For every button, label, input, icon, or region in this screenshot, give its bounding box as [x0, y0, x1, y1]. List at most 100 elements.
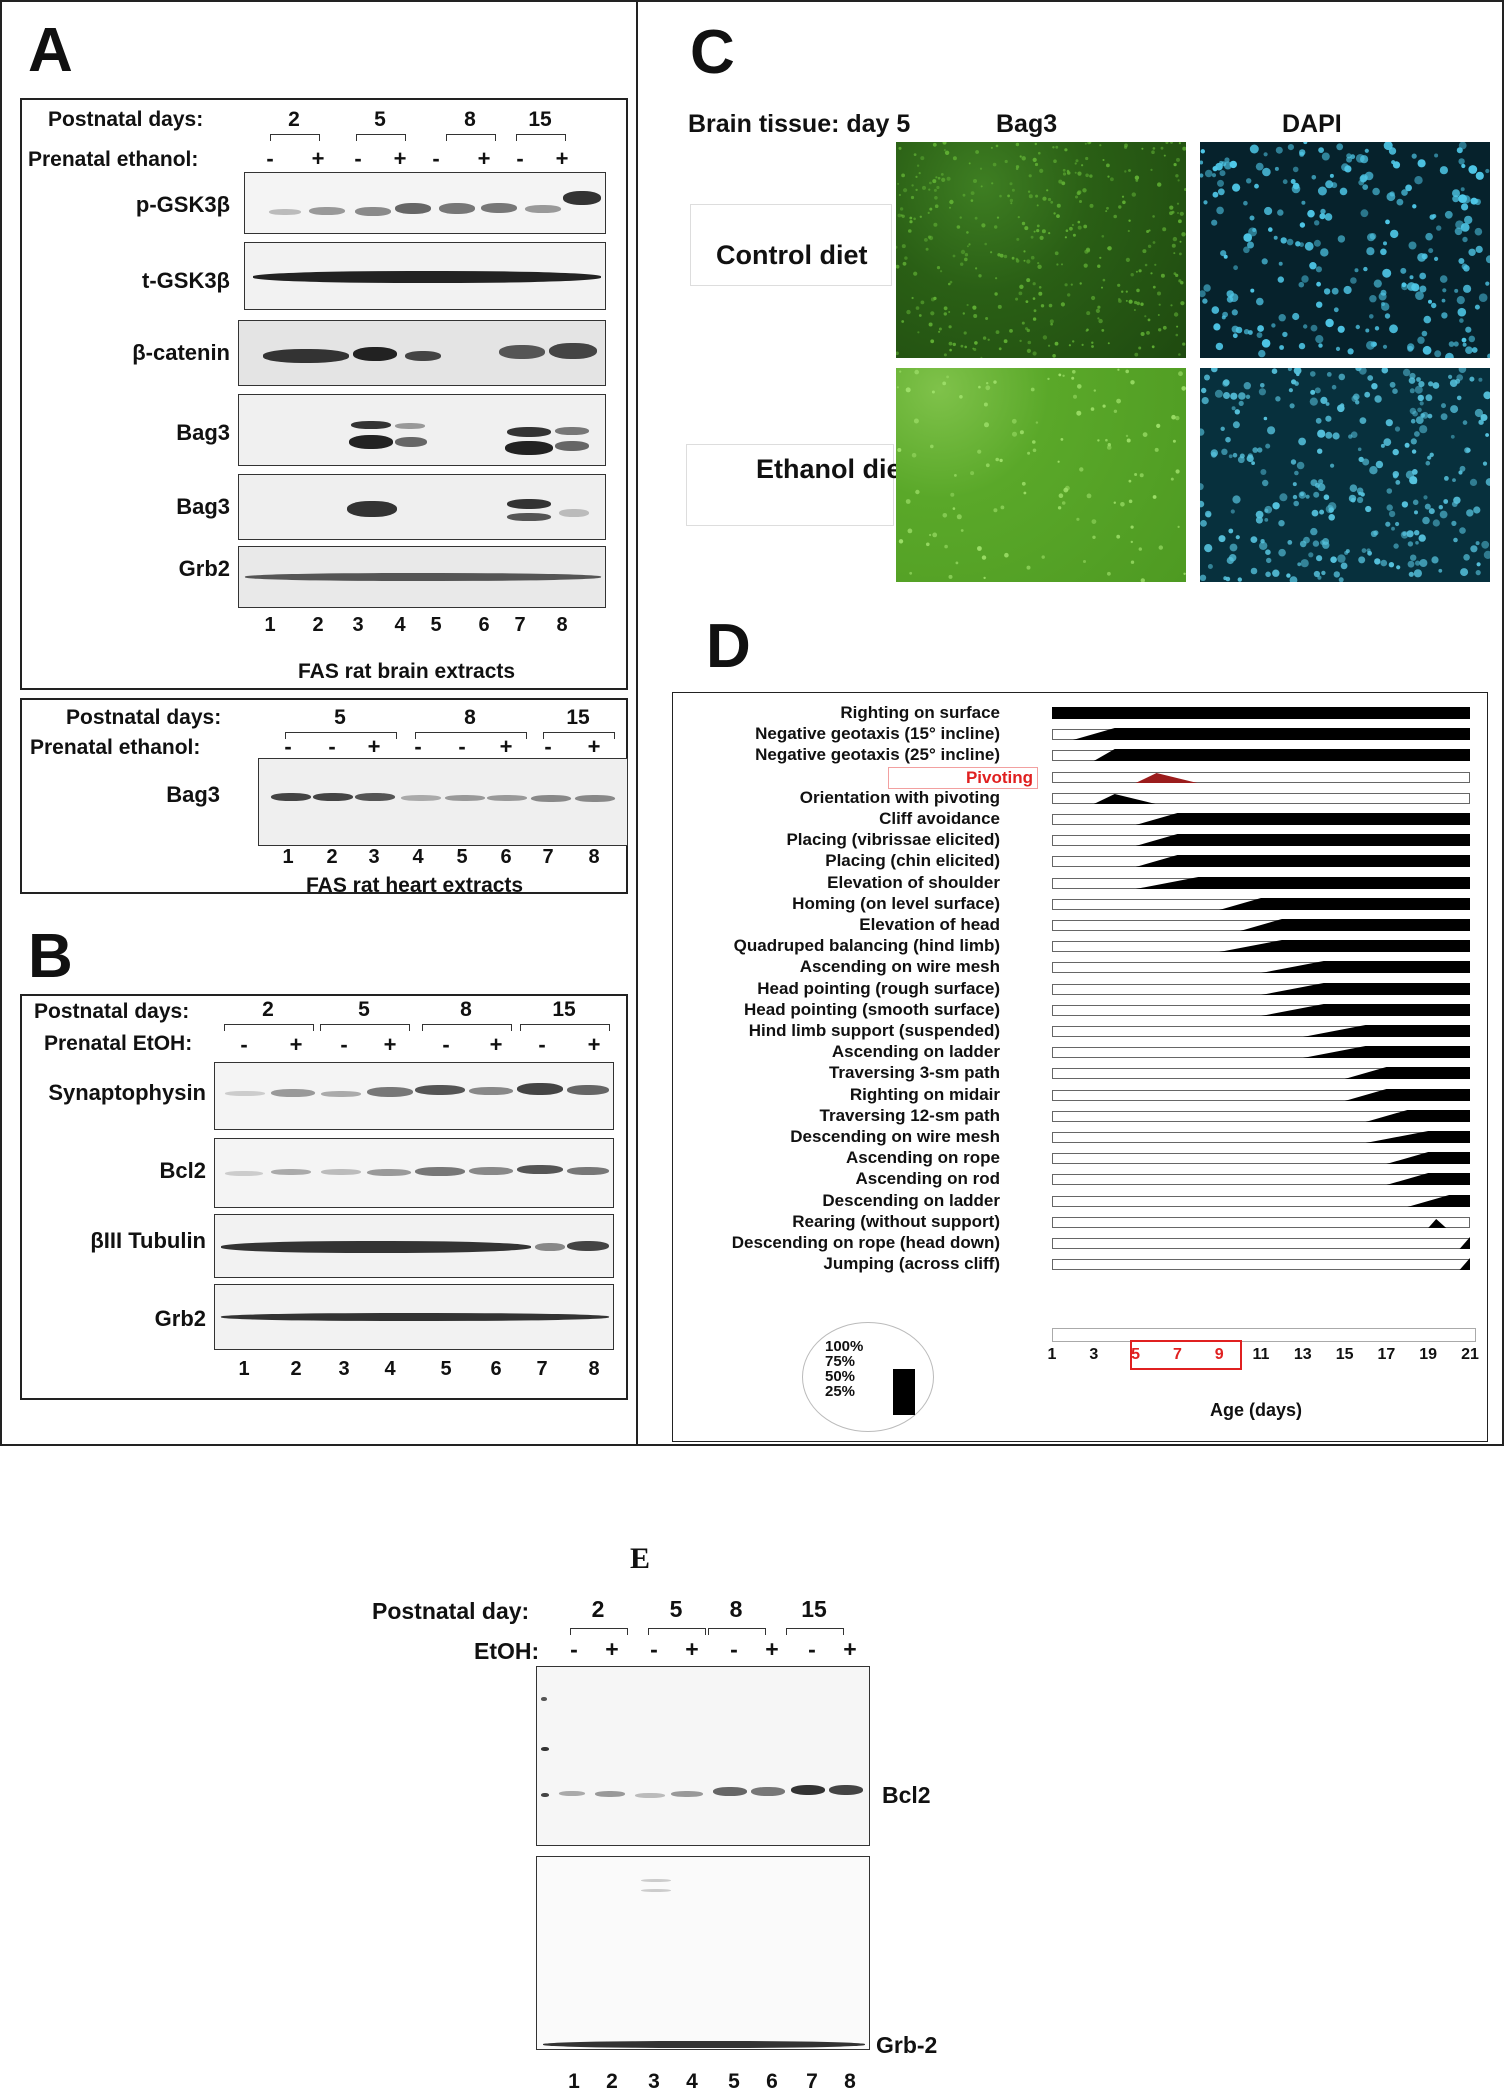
band — [221, 1313, 609, 1321]
milestone-shape — [1365, 1109, 1470, 1122]
milestone-label: Ascending on rope — [846, 1148, 1000, 1168]
milestone-area — [1365, 1131, 1470, 1143]
milestone-area — [1052, 707, 1470, 719]
milestone-shape — [1135, 855, 1470, 868]
e-etoh-label: EtOH: — [474, 1638, 540, 1664]
milestone-label: Descending on rope (head down) — [731, 1233, 1000, 1252]
milestone-area — [1344, 1088, 1470, 1101]
lane-number: 1 — [568, 2070, 580, 2093]
milestone-label: Elevation of shoulder — [827, 872, 1000, 892]
panel-d-letter: D — [706, 612, 751, 681]
axis-tick: 15 — [1335, 1346, 1354, 1363]
milestone-shape — [1302, 1046, 1470, 1059]
milestone-shape — [1072, 728, 1470, 741]
milestone-shape — [1093, 793, 1156, 804]
band — [507, 427, 551, 437]
lane-number: 6 — [766, 2070, 778, 2093]
milestone-area — [1093, 793, 1156, 804]
c-header: Brain tissue: day 5 — [688, 110, 911, 138]
milestone-area — [1240, 919, 1470, 931]
milestone-area — [1302, 1025, 1470, 1037]
sign-label: + — [555, 146, 569, 171]
band — [563, 191, 601, 205]
milestone-label: Rearing (without support) — [792, 1211, 1000, 1231]
band — [469, 1167, 513, 1175]
brain-caption: FAS rat brain extracts — [298, 660, 516, 683]
band — [225, 1091, 265, 1096]
day-bracket — [446, 134, 496, 141]
marker — [541, 1697, 547, 1701]
day-label: 2 — [288, 108, 300, 131]
band — [439, 203, 475, 214]
lane-number: 3 — [648, 2070, 660, 2093]
sign-label: - — [240, 1032, 248, 1057]
milestone-area — [1386, 1152, 1470, 1165]
band — [445, 795, 485, 801]
band — [567, 1085, 609, 1095]
band — [269, 209, 301, 215]
band — [525, 205, 561, 213]
blot-b3-tubulin — [214, 1214, 614, 1278]
panel-e-letter: E — [630, 1542, 651, 1575]
lane-number: 7 — [542, 846, 554, 868]
c-col-dapi: DAPI — [1282, 110, 1342, 138]
day-label: 5 — [374, 108, 386, 131]
band — [353, 347, 397, 361]
day-bracket — [224, 1024, 314, 1031]
blot-t-gsk3b — [244, 242, 606, 310]
axis-tick: 1 — [1047, 1346, 1057, 1363]
milestone-area — [1135, 813, 1470, 825]
band — [253, 271, 601, 283]
day-label: 8 — [464, 706, 476, 729]
milestone-area — [1386, 1173, 1470, 1186]
band — [225, 1171, 263, 1176]
band — [517, 1165, 563, 1174]
sign-label: + — [393, 146, 407, 171]
legend-swatch — [893, 1369, 915, 1415]
band — [349, 435, 393, 449]
milestone-label: Elevation of head — [859, 915, 1000, 934]
band — [555, 427, 589, 435]
band — [271, 1089, 315, 1097]
sign-label: + — [383, 1032, 397, 1057]
milestone-track — [1052, 792, 1470, 804]
legend: 100% 75% 50% 25% — [802, 1322, 934, 1432]
milestone-area — [1261, 961, 1470, 974]
blot-heart-bag3 — [258, 758, 628, 846]
row-label: Bag3 — [176, 494, 230, 519]
lane-number: 6 — [500, 846, 512, 868]
day-label: 15 — [801, 1596, 827, 1622]
lane-number: 5 — [430, 614, 442, 636]
band — [531, 795, 571, 802]
bag3-control-image — [894, 140, 1187, 359]
band — [313, 793, 353, 801]
blot-grb2-e — [536, 1856, 870, 2050]
milestone-shape — [1093, 749, 1470, 762]
heart-caption: FAS rat heart extracts — [306, 874, 524, 894]
b-row-b3-tubulin: βIII Tubulin — [90, 1228, 206, 1253]
day-bracket — [356, 134, 406, 141]
lane-number: 2 — [312, 614, 324, 636]
blot-bag3-2 — [238, 474, 606, 540]
lane-number: 8 — [556, 614, 568, 636]
milestone-label: Ascending on wire mesh — [799, 957, 1000, 977]
milestone-area — [1428, 1218, 1447, 1228]
prenatal-label: Prenatal ethanol: — [28, 148, 199, 171]
sign-label: - — [516, 146, 524, 171]
sign-label: - — [414, 734, 422, 759]
sign-label: - — [730, 1636, 738, 1662]
lane-number: 7 — [536, 1358, 548, 1380]
axis-tick: 9 — [1214, 1346, 1224, 1363]
axis-tick: 13 — [1293, 1346, 1312, 1363]
band — [221, 1241, 531, 1253]
milestone-label: Negative geotaxis (25° incline) — [755, 745, 1000, 765]
day-label: 2 — [262, 998, 274, 1021]
milestone-area — [1344, 1067, 1470, 1080]
band — [263, 349, 349, 363]
day-bracket — [270, 134, 320, 141]
day-label: 8 — [729, 1596, 743, 1622]
milestone-label: Placing (chin elicited) — [825, 851, 1000, 871]
blot-synaptophysin — [214, 1062, 614, 1130]
band — [555, 441, 589, 451]
sign-label: + — [765, 1636, 779, 1662]
